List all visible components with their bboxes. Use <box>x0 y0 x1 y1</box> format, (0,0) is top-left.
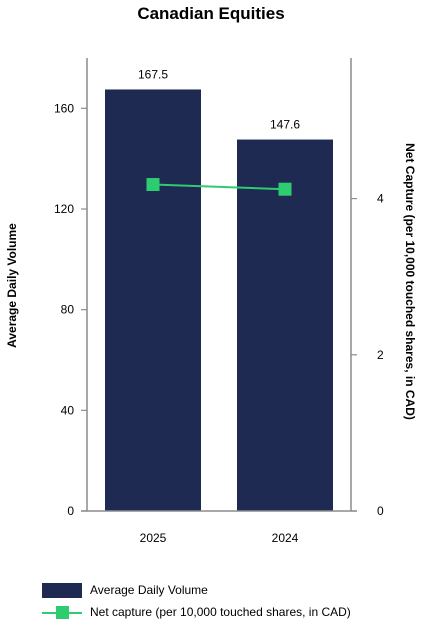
left-tick-label: 160 <box>54 101 74 115</box>
bars: 167.5 147.6 <box>105 67 333 512</box>
bar <box>237 139 333 512</box>
x-tick-label: 2025 <box>140 531 167 545</box>
bar-data-label: 167.5 <box>138 67 168 81</box>
right-tick-label: 2 <box>377 348 384 362</box>
legend: Average Daily Volume Net capture (per 10… <box>42 580 351 624</box>
line-marker <box>278 182 292 196</box>
bar-data-label: 147.6 <box>270 118 300 132</box>
line-marker <box>146 178 160 192</box>
legend-swatch-line <box>42 605 82 620</box>
line-path <box>152 183 286 191</box>
y-axis-label-right: Net Capture (per 10,000 touched shares, … <box>403 143 417 420</box>
bar <box>105 89 201 511</box>
left-tick-label: 120 <box>54 202 74 216</box>
legend-swatch-bar <box>42 582 82 598</box>
legend-label-line: Net capture (per 10,000 touched shares, … <box>90 605 351 619</box>
chart-title: Canadian Equities <box>137 4 285 23</box>
left-axis: 0 40 80 120 160 <box>54 58 88 518</box>
right-tick-label: 0 <box>377 504 384 518</box>
left-tick-label: 0 <box>67 504 74 518</box>
line-series <box>146 178 292 196</box>
x-tick-label: 2024 <box>272 531 299 545</box>
legend-item-bar: Average Daily Volume <box>42 580 351 600</box>
legend-label-bar: Average Daily Volume <box>90 583 208 597</box>
x-axis: 2025 2024 <box>81 510 357 545</box>
y-axis-label-left: Average Daily Volume <box>5 223 19 348</box>
right-axis: 0 2 4 <box>350 58 384 518</box>
legend-item-line: Net capture (per 10,000 touched shares, … <box>42 602 351 622</box>
right-tick-label: 4 <box>377 192 384 206</box>
left-tick-label: 80 <box>61 303 75 317</box>
left-tick-label: 40 <box>61 403 75 417</box>
